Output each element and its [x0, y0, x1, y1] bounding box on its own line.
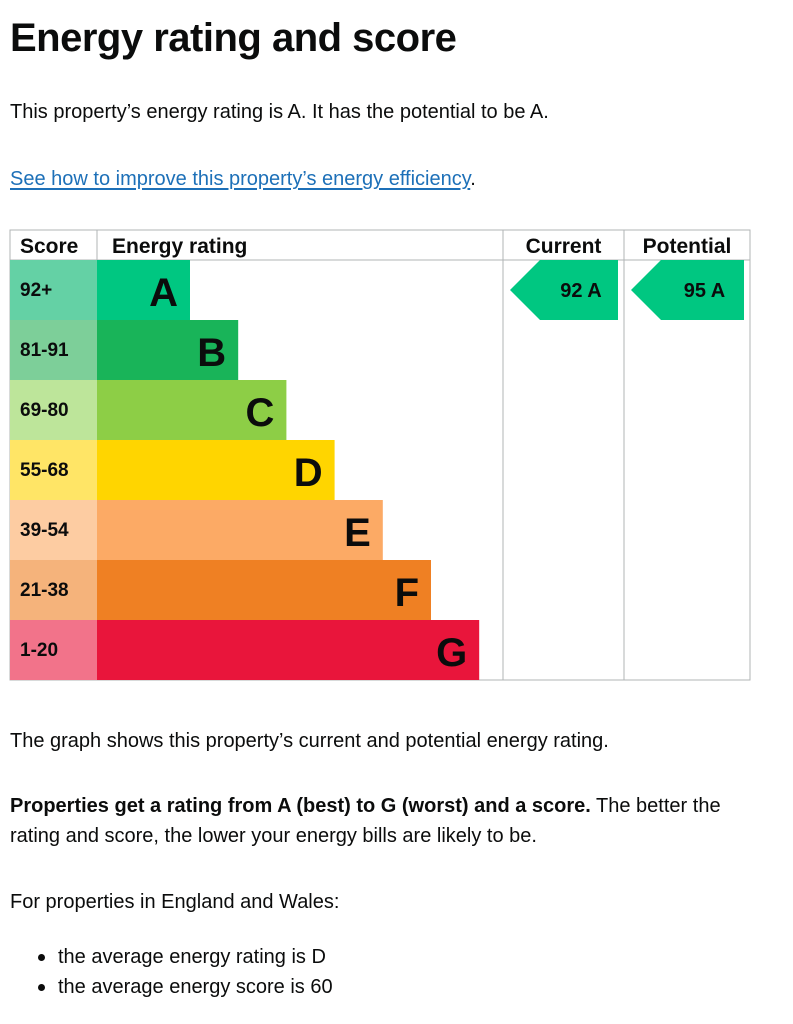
energy-rating-graph: Score Energy rating Current Potential 92+ A 81… [9, 229, 751, 681]
rating-bar-g [97, 620, 480, 680]
energy-rating-header: Energy rating [112, 235, 247, 258]
list-item: the average energy rating is D [10, 942, 333, 972]
score-cell-d [10, 440, 97, 500]
score-cell-e [10, 500, 97, 560]
rating-bar-e [97, 500, 383, 560]
improve-paragraph: See how to improve this property’s energ… [10, 164, 476, 194]
rating-letter-e: E [344, 511, 371, 555]
current-rating-label: 92 A [560, 280, 602, 302]
rating-explanation: Properties get a rating from A (best) to… [10, 791, 770, 851]
link-suffix: . [470, 168, 476, 190]
score-range-e: 39-54 [20, 520, 69, 541]
rating-bar-a [97, 260, 190, 320]
score-range-d: 55-68 [20, 460, 69, 481]
score-range-f: 21-38 [20, 580, 69, 601]
averages-list: the average energy rating is D the avera… [10, 942, 333, 1002]
score-cell-g [10, 620, 97, 680]
rating-bar-f [97, 560, 431, 620]
region-intro: For properties in England and Wales: [10, 891, 340, 913]
rating-letter-g: G [436, 631, 467, 675]
rating-summary: This property’s energy rating is A. It h… [10, 101, 549, 123]
rating-letter-c: C [246, 391, 275, 435]
score-range-a: 92+ [20, 280, 52, 301]
list-item: the average energy score is 60 [10, 972, 333, 1002]
rating-letter-b: B [197, 331, 226, 375]
score-range-b: 81-91 [20, 340, 69, 361]
score-cell-f [10, 560, 97, 620]
current-header: Current [526, 235, 602, 258]
rating-explanation-rest: The better the rating and score, the low… [10, 795, 721, 847]
graph-description: The graph shows this property’s current … [10, 730, 609, 752]
potential-rating-label: 95 A [684, 280, 726, 302]
rating-bar-b [97, 320, 239, 380]
potential-header: Potential [643, 235, 732, 258]
score-cell-a [10, 260, 97, 320]
potential-rating-arrow [631, 260, 744, 320]
score-range-g: 1-20 [20, 640, 58, 661]
current-rating-arrow [510, 260, 618, 320]
score-header: Score [20, 235, 78, 258]
rating-explanation-bold: Properties get a rating from A (best) to… [10, 795, 591, 817]
rating-bar-c [97, 380, 287, 440]
rating-letter-d: D [294, 451, 323, 495]
improve-efficiency-link[interactable]: See how to improve this property’s energ… [10, 168, 471, 190]
score-range-c: 69-80 [20, 400, 69, 421]
page-title: Energy rating and score [10, 16, 457, 60]
rating-bar-d [97, 440, 335, 500]
rating-letter-a: A [149, 271, 178, 315]
rating-letter-f: F [395, 571, 419, 615]
score-cell-b [10, 320, 97, 380]
score-cell-c [10, 380, 97, 440]
